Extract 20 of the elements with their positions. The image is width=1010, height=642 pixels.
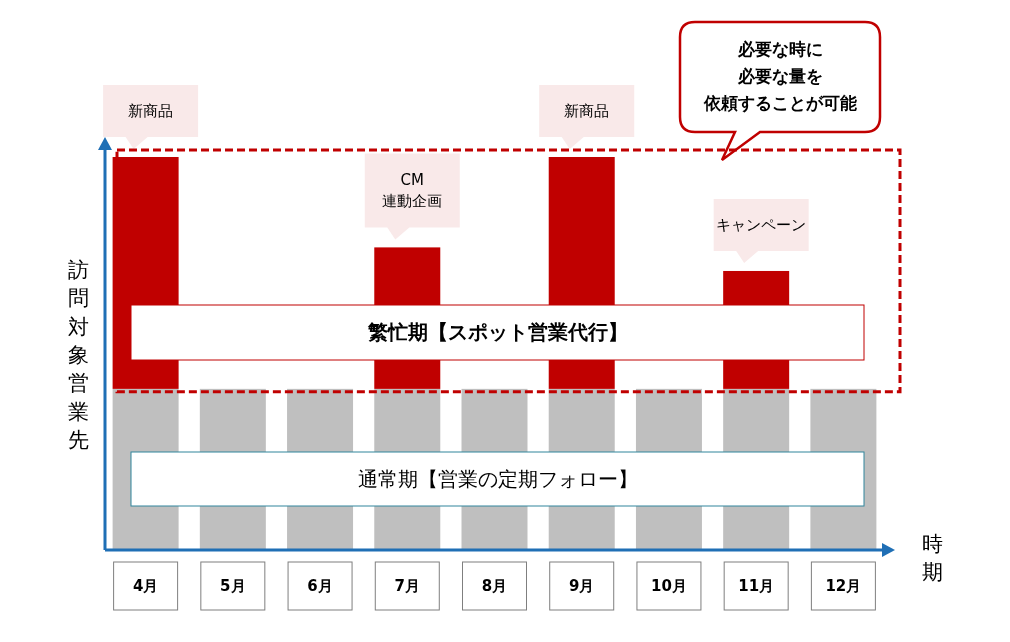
y-axis-title: 訪問対象営業先 — [67, 257, 89, 453]
x-tick-label: 7月 — [394, 577, 420, 595]
text: 依頼することが可能 — [702, 93, 857, 113]
annotation: 新商品 — [128, 102, 174, 120]
annotation: 繁忙期【スポット営業代行】 — [366, 320, 628, 344]
x-tick-label: 8月 — [481, 577, 508, 595]
annotation: CM 連動企画 — [382, 171, 443, 210]
text: 必要な時に — [736, 39, 823, 59]
annotation: 通常期【営業の定期フォロー】 — [357, 467, 638, 491]
x-tick-label: 11月 — [738, 577, 775, 595]
annotation: 新商品 — [564, 102, 610, 120]
x-tick-label: 4月 — [132, 577, 159, 595]
text: 必要な量を — [736, 66, 823, 86]
annotation: キャンペーン — [716, 215, 807, 234]
x-tick-label: 10月 — [651, 577, 687, 595]
x-tick-label: 12月 — [825, 577, 862, 595]
x-tick-label: 9月 — [569, 577, 595, 595]
x-tick-label: 6月 — [307, 577, 333, 595]
x-axis-title: 時期 — [921, 531, 943, 585]
x-tick-label: 5月 — [220, 577, 246, 595]
